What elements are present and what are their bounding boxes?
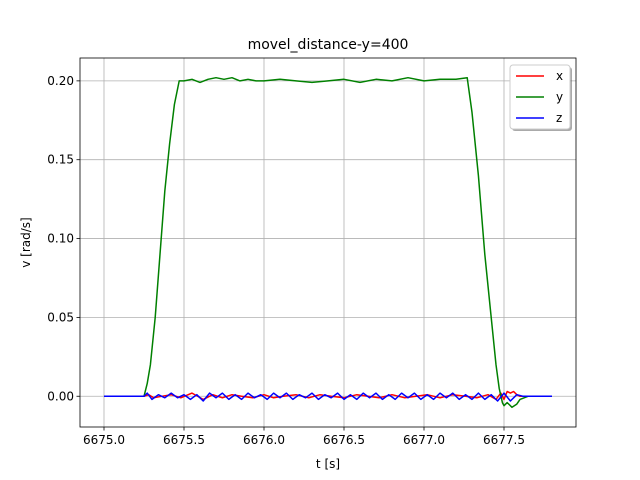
legend-label-x: x — [556, 69, 563, 83]
y-axis-title: v [rad/s] — [19, 217, 33, 267]
series-line-y — [104, 76, 552, 409]
y-tick-label: 0.20 — [47, 74, 74, 88]
legend: xyz — [509, 64, 572, 131]
x-tick-label: 6675.0 — [83, 433, 125, 447]
x-tick-label: 6677.5 — [483, 433, 525, 447]
x-tick-label: 6676.0 — [243, 433, 285, 447]
chart-title: movel_distance-y=400 — [248, 37, 409, 53]
x-axis-title: t [s] — [316, 457, 340, 471]
axes-frame — [79, 57, 577, 428]
legend-label-z: z — [556, 111, 562, 125]
series-line-x — [104, 390, 552, 401]
y-tick-label: 0.10 — [47, 232, 74, 246]
x-tick-label: 6675.5 — [163, 433, 205, 447]
x-tick-label: 6677.0 — [403, 433, 445, 447]
y-tick-label: 0.05 — [47, 310, 74, 324]
series-lines — [104, 76, 552, 409]
series-line-z — [104, 392, 552, 402]
legend-label-y: y — [556, 90, 563, 104]
axis-ticks: 6675.0 6675.5 6676.0 6676.5 6677.0 6677.5 0.00… — [47, 74, 525, 447]
y-tick-label: 0.15 — [47, 153, 74, 167]
y-tick-label: 0.00 — [47, 389, 74, 403]
x-tick-label: 6676.5 — [323, 433, 365, 447]
